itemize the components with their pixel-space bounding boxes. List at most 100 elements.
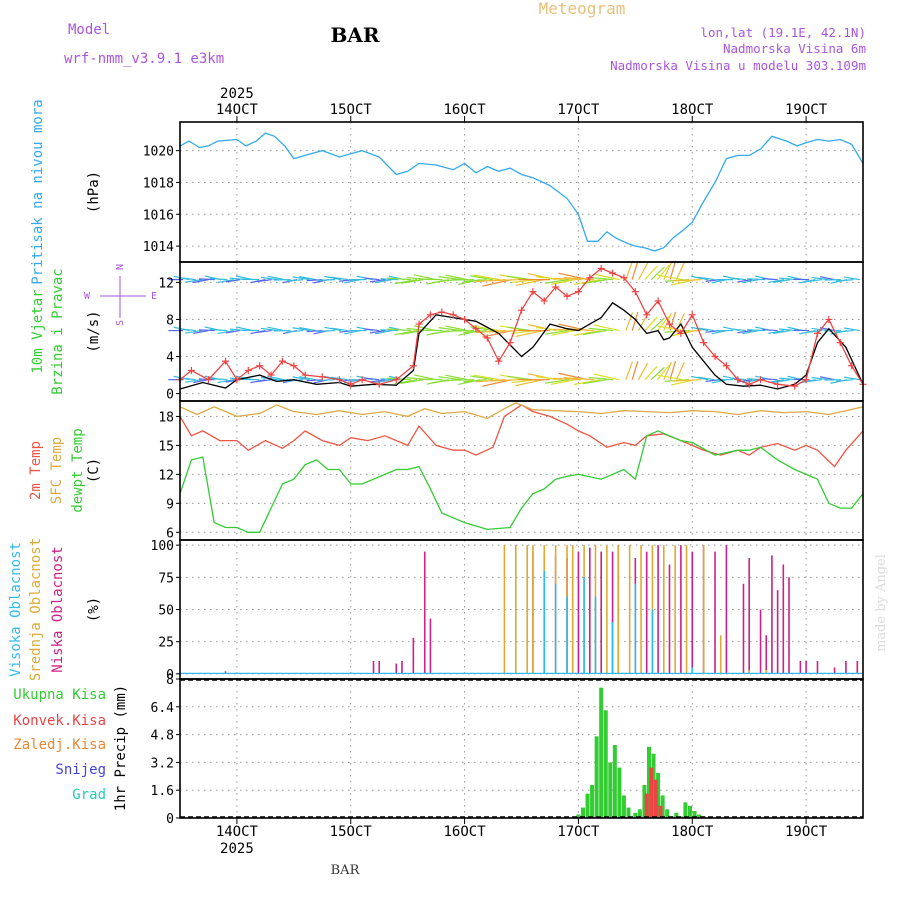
wind-vector xyxy=(185,379,203,383)
wind-vector xyxy=(193,279,209,284)
gust-marker xyxy=(665,320,673,328)
gust-marker xyxy=(654,297,662,305)
gust-marker xyxy=(358,376,366,384)
wind-vector xyxy=(256,379,272,383)
wind-vector xyxy=(450,379,475,381)
wind-vector xyxy=(656,264,670,280)
y-tick-label: 8 xyxy=(166,673,174,688)
wind-vector xyxy=(631,360,639,380)
wind-vector xyxy=(657,325,683,332)
wind-vector xyxy=(545,329,570,335)
wind-vector xyxy=(625,261,634,280)
wind-vector xyxy=(762,328,778,332)
wind-vector xyxy=(747,278,766,281)
wind-vector xyxy=(256,279,272,283)
wind-vector xyxy=(768,329,785,334)
compass-e: E xyxy=(151,291,157,302)
model-name: wrf-nmm_v3.9.1 e3km xyxy=(64,51,224,67)
series-line xyxy=(179,132,864,252)
wind-vector xyxy=(438,276,462,281)
wind-vector xyxy=(292,327,310,332)
gust-marker xyxy=(347,380,355,388)
wind-vector xyxy=(292,376,310,381)
y-tick-label: 75 xyxy=(158,571,174,586)
precip-legend-item: Konvek.Kisa xyxy=(13,713,106,729)
precip-bar xyxy=(626,807,631,818)
wind-vector xyxy=(737,379,753,383)
precip-legend-item: Grad xyxy=(72,787,106,803)
wind-vector xyxy=(804,279,822,283)
gust-marker xyxy=(597,264,605,272)
wind-vector xyxy=(811,376,829,381)
y-tick-label: 6 xyxy=(166,526,174,541)
wind-vector xyxy=(317,379,335,382)
gust-marker xyxy=(278,357,286,365)
wind-vector xyxy=(299,327,317,332)
wind-vector xyxy=(225,279,241,283)
wind-vector xyxy=(438,327,462,332)
credit-watermark: made by Angel xyxy=(874,554,889,652)
precip-bar xyxy=(674,812,679,818)
wind-vector xyxy=(445,374,468,381)
y-tick-label: 100 xyxy=(151,539,174,554)
wind-vector xyxy=(394,279,418,285)
elevation-label: Nadmorska Visina 6m xyxy=(723,41,866,56)
precip-bar xyxy=(576,814,581,818)
precip-bar xyxy=(656,772,661,818)
bottom-date-label: 19OCT xyxy=(785,824,828,840)
wind-vector xyxy=(582,379,607,385)
units-label: (%) xyxy=(86,597,102,622)
wind-vector xyxy=(573,329,601,336)
top-date-label: 19OCT xyxy=(785,102,828,118)
gust-marker xyxy=(335,376,343,384)
gust-marker xyxy=(586,274,594,282)
panel-ylabel: SFC Temp xyxy=(49,437,65,504)
gust-marker xyxy=(222,357,230,365)
gust-marker xyxy=(700,339,708,347)
gust-marker xyxy=(438,308,446,316)
gust-marker xyxy=(774,380,782,388)
wind-vector xyxy=(299,376,317,381)
wind-vector xyxy=(563,377,595,381)
y-tick-label: 1.6 xyxy=(151,784,174,799)
wind-vector xyxy=(637,262,649,280)
gust-marker xyxy=(745,380,753,388)
wind-vector xyxy=(473,325,500,332)
precip-legend-item: Zaledj.Kisa xyxy=(13,737,106,753)
wind-vector xyxy=(463,379,487,383)
wind-vector xyxy=(573,379,601,386)
gust-marker xyxy=(233,376,241,384)
wind-vector xyxy=(737,329,753,334)
wind-vector xyxy=(418,378,443,381)
gust-marker xyxy=(757,376,765,384)
wind-vector xyxy=(292,276,310,281)
gust-marker xyxy=(495,357,503,365)
wind-vector xyxy=(363,377,380,381)
wind-vector xyxy=(387,277,411,281)
precip-bar xyxy=(637,809,642,818)
wind-vector xyxy=(669,360,677,380)
wind-vector xyxy=(418,278,443,281)
top-date-label: 15OCT xyxy=(330,102,373,118)
wind-vector xyxy=(450,279,475,281)
wind-vector xyxy=(773,279,791,283)
precip-bar xyxy=(658,805,663,818)
wind-vector xyxy=(299,276,317,281)
wind-vector xyxy=(729,277,747,281)
y-tick-label: 4 xyxy=(166,351,174,366)
precip-bar xyxy=(692,811,697,818)
precip-bar xyxy=(599,687,604,818)
series-line xyxy=(179,301,864,390)
station-title: BAR xyxy=(330,23,379,47)
gust-marker xyxy=(802,376,810,384)
wind-vector xyxy=(463,329,487,334)
wind-vector xyxy=(515,279,544,287)
wind-vector xyxy=(369,329,386,334)
wind-vector xyxy=(742,279,759,284)
gust-marker xyxy=(409,362,417,370)
wind-vector xyxy=(380,329,399,332)
wind-vector xyxy=(804,379,822,383)
wind-vector xyxy=(650,366,665,381)
wind-vector xyxy=(209,328,228,332)
panel-frame xyxy=(179,400,864,541)
